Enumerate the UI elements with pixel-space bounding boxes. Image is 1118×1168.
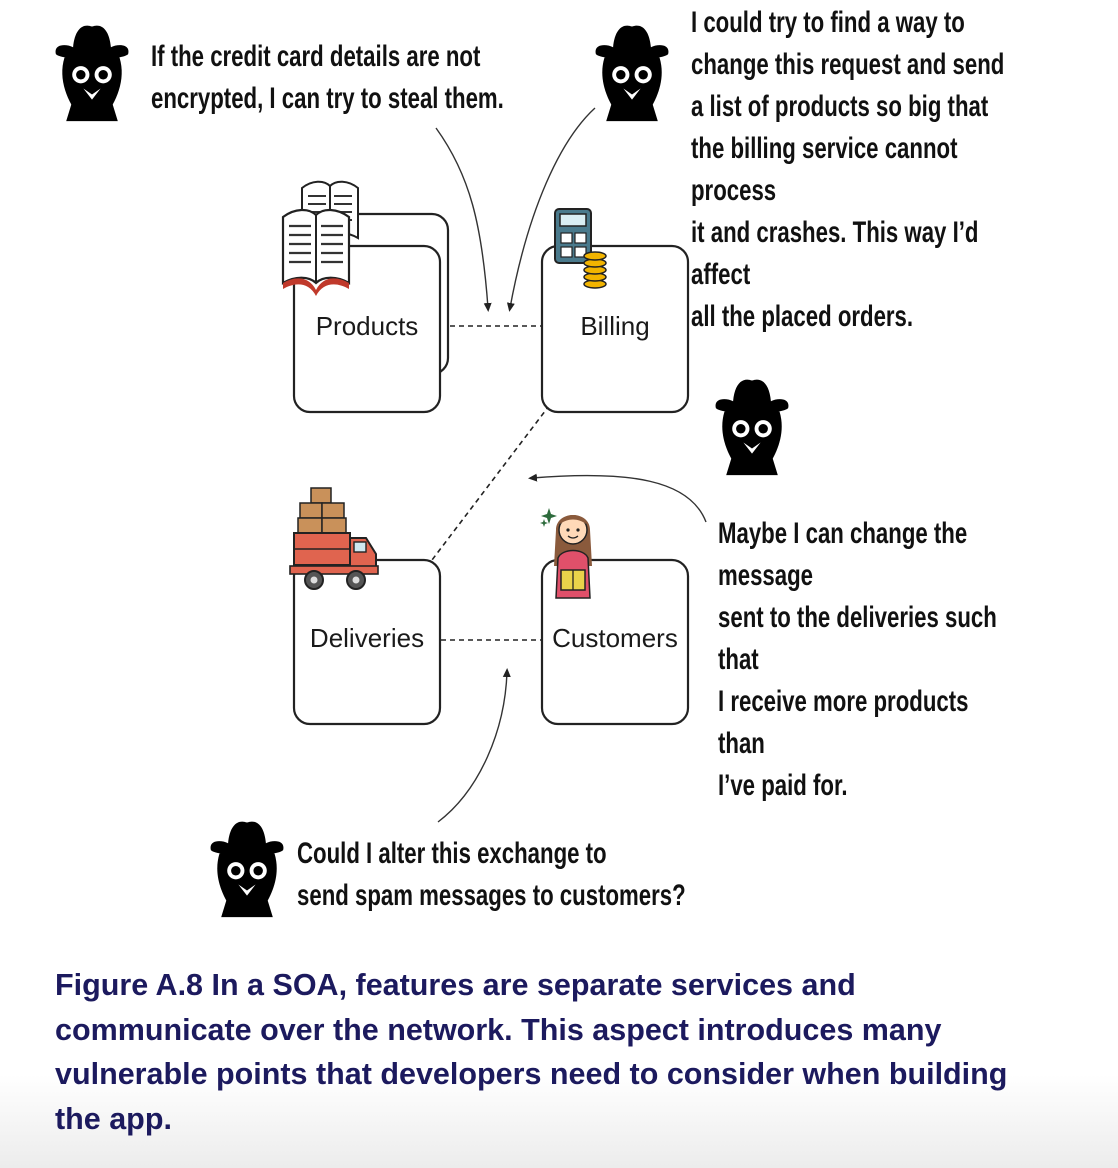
customer-icon (554, 515, 592, 599)
billing-label: Billing (580, 311, 649, 341)
deliveries-label: Deliveries (310, 623, 424, 653)
soa-diagram: Products Billing Deliveries Customers (55, 25, 789, 918)
credit-card-arrow (435, 127, 492, 312)
customers-label: Customers (552, 623, 678, 653)
calculator-icon (554, 208, 592, 264)
truck-icon (289, 487, 379, 590)
figure-caption: Figure A.8 In a SOA, features are separa… (55, 968, 1008, 1136)
books-icon (281, 180, 359, 296)
sparkle-icon (540, 508, 557, 527)
hacker-icon (715, 379, 789, 476)
billing-service: Billing (540, 244, 690, 414)
credit-card-note: If the credit card details are not encry… (151, 40, 504, 115)
hacker-icon (210, 821, 284, 918)
hacker-icon (595, 25, 669, 122)
deliveries-service: Deliveries (292, 558, 442, 726)
billing-attack-arrow (506, 107, 596, 312)
billing-attack-note: I could try to find a way to change this… (691, 6, 1005, 333)
spam-attack-arrow (437, 668, 511, 823)
customers-service: Customers (540, 558, 690, 726)
spam-attack-note: Could I alter this exchange to send spam… (297, 837, 686, 912)
products-label: Products (316, 311, 419, 341)
deliveries-attack-arrow (528, 473, 707, 523)
coins-icon (583, 251, 607, 289)
billing-deliveries-link (431, 397, 556, 561)
deliveries-attack-note: Maybe I can change the message sent to t… (718, 517, 997, 802)
hacker-icon (55, 25, 129, 122)
